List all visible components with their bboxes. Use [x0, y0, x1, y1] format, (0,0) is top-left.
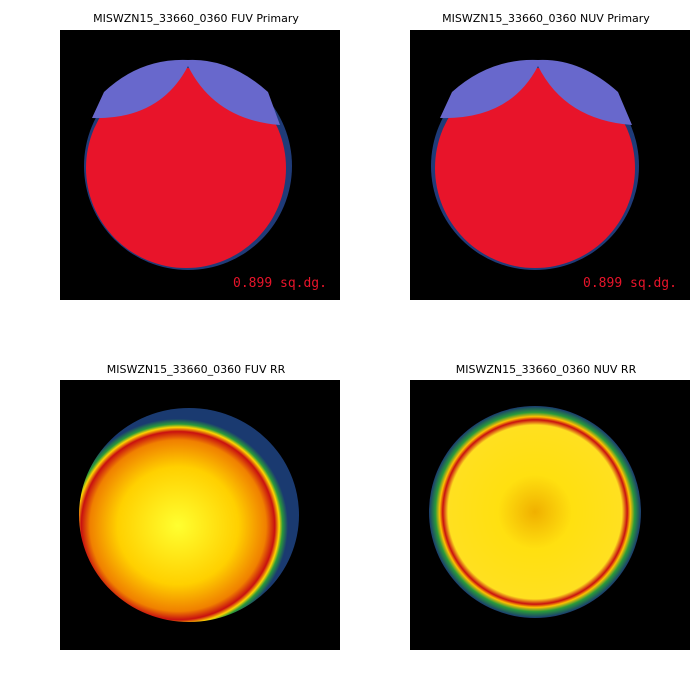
panel-title: MISWZN15_33660_0360 NUV Primary: [442, 12, 650, 25]
panel-title: MISWZN15_33660_0360 FUV Primary: [93, 12, 299, 25]
primary-area: [86, 68, 286, 268]
panel-title: MISWZN15_33660_0360 NUV RR: [456, 363, 637, 376]
panel-title: MISWZN15_33660_0360 FUV RR: [107, 363, 286, 376]
area-label: 0.899 sq.dg.: [233, 276, 327, 291]
primary-area: [435, 68, 635, 268]
overlap-region: [92, 59, 280, 126]
response-map: [429, 406, 641, 618]
overlap-region: [440, 59, 632, 126]
response-map: [79, 408, 299, 622]
area-label: 0.899 sq.dg.: [583, 276, 677, 291]
